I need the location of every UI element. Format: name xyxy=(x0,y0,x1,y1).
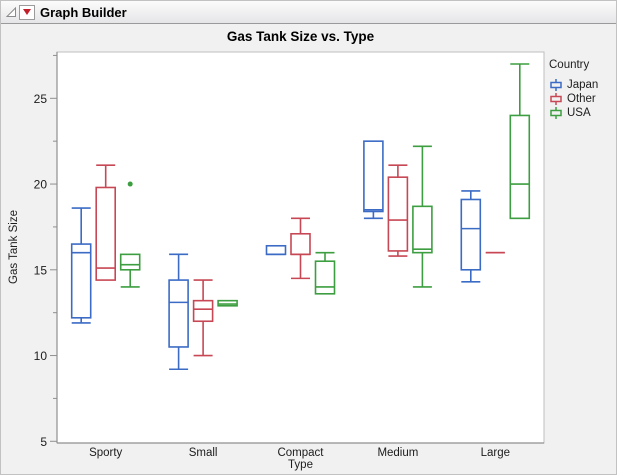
boxplot-glyph-icon xyxy=(550,93,562,105)
x-category-label: Compact xyxy=(277,447,324,459)
legend-item-usa[interactable]: USA xyxy=(549,106,616,120)
legend-item-other[interactable]: Other xyxy=(549,92,616,106)
chart-area: Gas Tank Size vs. Type 5 10 15 20 25 Sporty Sm… xyxy=(1,25,617,475)
legend-item-label: Other xyxy=(567,93,596,105)
x-category-label: Small xyxy=(189,447,218,459)
y-tick-label: 15 xyxy=(34,263,48,277)
boxplot-series-other[interactable] xyxy=(95,164,505,357)
y-tick-label: 25 xyxy=(34,92,48,106)
outlier-point[interactable] xyxy=(127,181,133,187)
report-header-bar: Graph Builder xyxy=(1,1,616,24)
red-triangle-menu-button[interactable] xyxy=(19,4,35,20)
boxplot-glyph-icon xyxy=(550,107,562,119)
x-category-label: Sporty xyxy=(89,447,122,459)
legend-items: Japan Other USA xyxy=(549,78,616,120)
report-title: Graph Builder xyxy=(40,4,127,20)
box[interactable] xyxy=(217,299,238,307)
boxplot-canvas[interactable]: 5 10 15 20 25 Sporty Small Compact Medium Large xyxy=(1,25,617,475)
red-triangle-icon xyxy=(23,9,31,15)
chart-title: Gas Tank Size vs. Type xyxy=(226,29,375,44)
legend-item-label: Japan xyxy=(567,79,599,91)
y-tick-label: 5 xyxy=(40,435,47,449)
legend-item-japan[interactable]: Japan xyxy=(549,78,616,92)
x-axis-title: Type xyxy=(288,459,313,471)
legend: Country Japan Other USA xyxy=(549,59,616,120)
legend-title: Country xyxy=(549,59,590,71)
collapse-toggle[interactable] xyxy=(4,6,17,19)
boxplot-glyph-icon xyxy=(550,79,562,91)
boxplot-series-usa[interactable] xyxy=(119,63,531,307)
y-axis-title: Gas Tank Size xyxy=(8,210,20,284)
x-category-label: Medium xyxy=(377,447,418,459)
legend-item-label: USA xyxy=(567,107,591,119)
disclosure-triangle-icon xyxy=(5,6,16,17)
boxplot-series-japan[interactable] xyxy=(70,140,482,371)
y-tick-label: 10 xyxy=(34,349,48,363)
x-category-label: Large xyxy=(481,447,510,459)
y-tick-label: 20 xyxy=(34,178,48,192)
plot-frame xyxy=(56,51,545,444)
